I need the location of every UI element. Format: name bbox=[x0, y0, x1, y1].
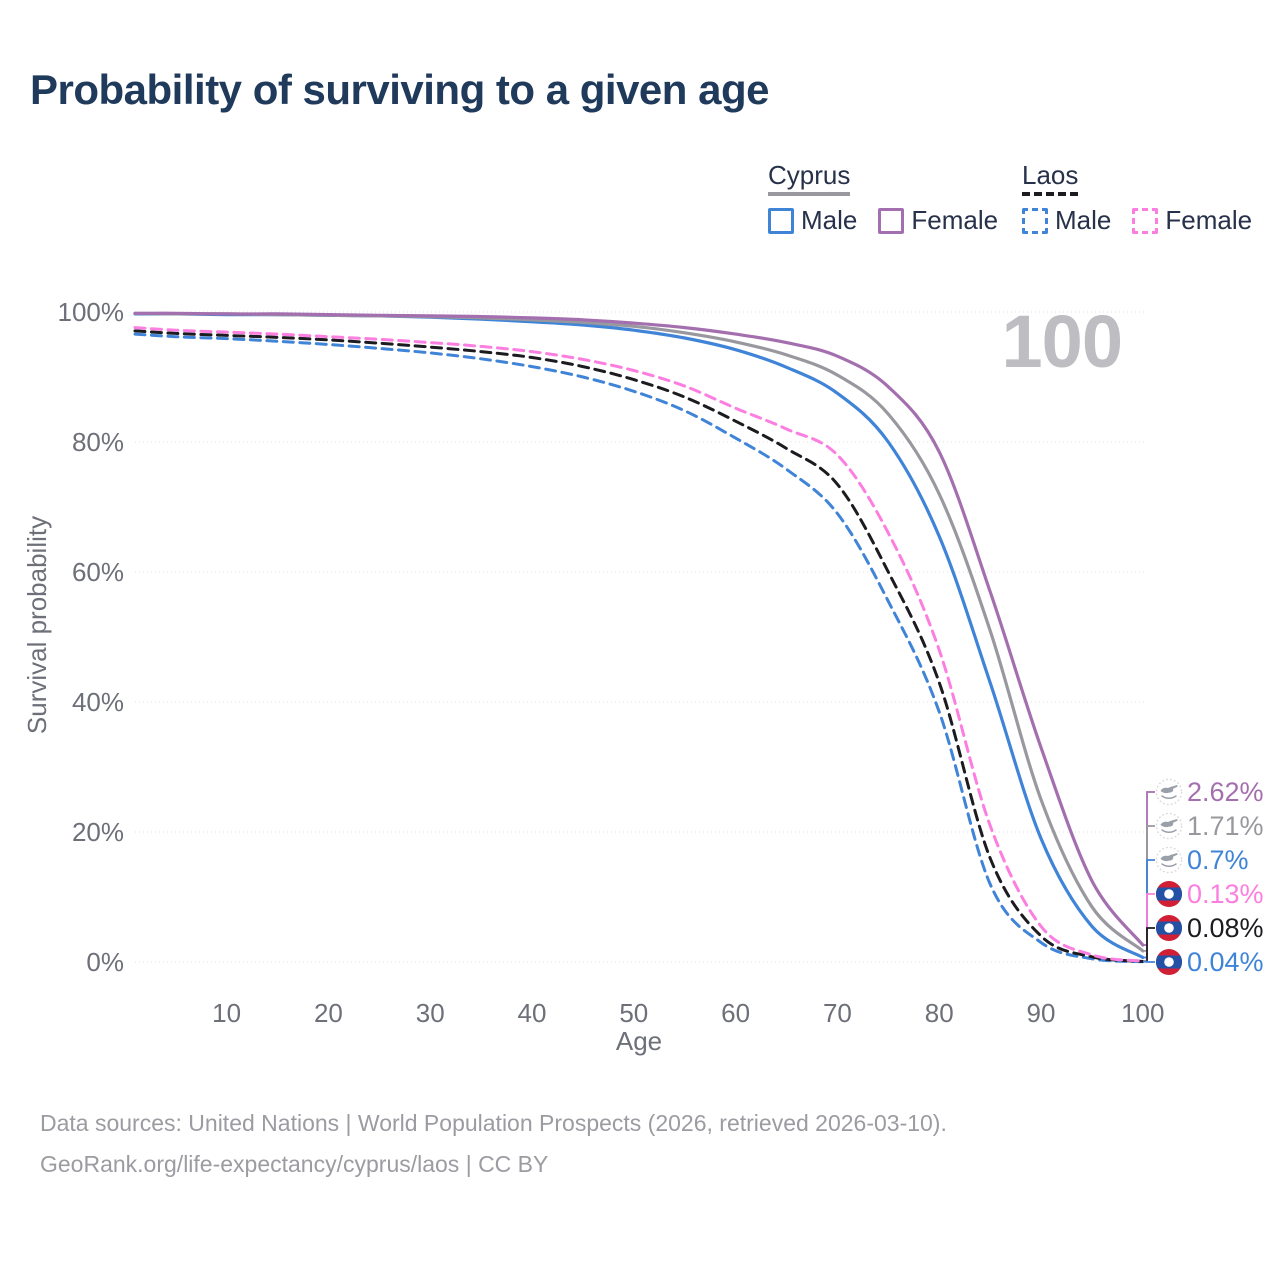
y-tick-label: 60% bbox=[72, 557, 124, 587]
leader-line-cyprus-female bbox=[1143, 791, 1155, 946]
end-value-label-laos-female: 0.13% bbox=[1187, 879, 1264, 909]
y-axis-title: Survival probability bbox=[22, 516, 52, 734]
legend-country-laos[interactable]: Laos bbox=[1022, 160, 1079, 196]
cyprus-flag-icon bbox=[1155, 778, 1183, 806]
cyprus-flag-icon bbox=[1155, 812, 1183, 840]
end-value-label-cyprus-male: 0.7% bbox=[1187, 845, 1249, 875]
legend-group-laos: Laos Male Female bbox=[1022, 160, 1273, 236]
footer-data-sources: Data sources: United Nations | World Pop… bbox=[40, 1110, 947, 1136]
curve-laos-both-sexes[interactable] bbox=[133, 329, 1145, 963]
x-tick-label: 40 bbox=[518, 998, 547, 1028]
end-value-label-laos-both-sexes: 0.08% bbox=[1187, 913, 1264, 943]
y-tick-label: 0% bbox=[86, 947, 124, 977]
gridlines-layer bbox=[135, 311, 1146, 963]
x-tick-label: 60 bbox=[721, 998, 750, 1028]
leader-line-cyprus-male bbox=[1143, 859, 1155, 959]
legend-label-laos-female[interactable]: Female bbox=[1165, 205, 1253, 235]
laos-flag-icon bbox=[1155, 915, 1183, 941]
page-title: Probability of surviving to a given age bbox=[30, 66, 769, 113]
footer-attribution: GeoRank.org/life-expectancy/cyprus/laos … bbox=[40, 1151, 549, 1177]
legend-label-cyprus-male[interactable]: Male bbox=[801, 205, 858, 235]
x-tick-label: 30 bbox=[416, 998, 445, 1028]
curve-cyprus-both-sexes[interactable] bbox=[133, 311, 1145, 953]
x-tick-label: 90 bbox=[1027, 998, 1056, 1028]
axis-ticks-layer: 0% 20% 40% 60% 80% 100% 10 20 30 40 50 60 70 80 90 100 bbox=[58, 297, 1165, 1028]
x-tick-label: 100 bbox=[1121, 998, 1164, 1028]
legend-country-cyprus[interactable]: Cyprus bbox=[768, 160, 851, 196]
curves-layer[interactable] bbox=[133, 311, 1145, 964]
end-value-label-cyprus-both-sexes: 1.71% bbox=[1187, 811, 1264, 841]
x-tick-label: 10 bbox=[212, 998, 241, 1028]
end-value-label-laos-male: 0.04% bbox=[1187, 947, 1264, 977]
x-tick-label: 70 bbox=[823, 998, 852, 1028]
y-tick-label: 20% bbox=[72, 817, 124, 847]
age-counter-watermark: 100 bbox=[1002, 300, 1122, 383]
end-value-label-cyprus-female: 2.62% bbox=[1187, 777, 1264, 807]
curve-laos-male[interactable] bbox=[133, 332, 1145, 964]
cyprus-flag-icon bbox=[1155, 846, 1183, 874]
y-tick-label: 100% bbox=[58, 297, 125, 327]
x-tick-label: 50 bbox=[619, 998, 648, 1028]
legend-swatch-laos-female[interactable] bbox=[1132, 207, 1159, 234]
x-tick-label: 20 bbox=[314, 998, 343, 1028]
curve-laos-female[interactable] bbox=[133, 326, 1145, 963]
y-tick-label: 40% bbox=[72, 687, 124, 717]
legend-swatch-cyprus-female[interactable] bbox=[878, 207, 905, 234]
footer: Data sources: United Nations | World Pop… bbox=[40, 1103, 947, 1185]
leader-line-cyprus-both-sexes bbox=[1143, 825, 1155, 952]
legend-group-cyprus: Cyprus Male Female bbox=[768, 160, 1019, 236]
x-tick-label: 80 bbox=[925, 998, 954, 1028]
legend-label-cyprus-female[interactable]: Female bbox=[911, 205, 999, 235]
legend-label-laos-male[interactable]: Male bbox=[1055, 205, 1112, 235]
x-axis-title: Age bbox=[616, 1026, 662, 1056]
legend-swatch-cyprus-male[interactable] bbox=[768, 207, 794, 234]
laos-flag-icon bbox=[1155, 949, 1183, 975]
y-tick-label: 80% bbox=[72, 427, 124, 457]
end-label-leaders-layer: 2.62% 1.71% 0.7% 0.13% 0.08% 0.04% bbox=[1143, 777, 1264, 977]
legend-swatch-laos-male[interactable] bbox=[1022, 207, 1048, 234]
curve-cyprus-female[interactable] bbox=[133, 311, 1145, 947]
laos-flag-icon bbox=[1155, 881, 1183, 907]
